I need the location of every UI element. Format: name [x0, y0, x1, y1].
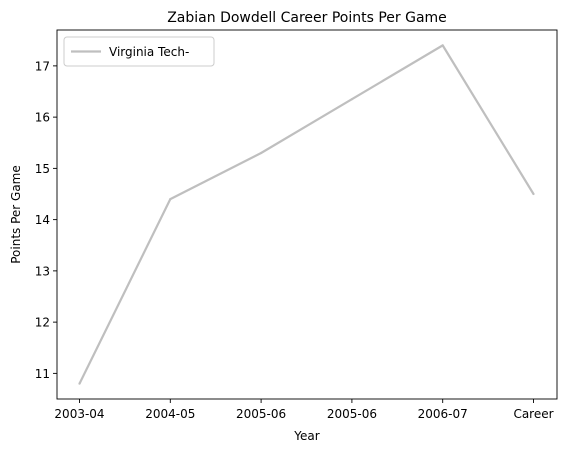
data-point: [441, 44, 444, 47]
legend-box: [63, 36, 215, 67]
legend: Virginia Tech-: [63, 36, 215, 67]
x-tick-label: 2005-06: [327, 407, 377, 421]
data-point: [169, 198, 172, 201]
y-tick-label: 15: [35, 162, 50, 176]
axes-frame: [56, 29, 558, 400]
x-axis-label: Year: [293, 429, 319, 443]
plot-area: 2003-04 2004-05 2005-06 2005-06 2006-07 Caree…: [35, 29, 558, 421]
y-tick-label: 12: [35, 316, 50, 330]
data-point: [78, 382, 81, 385]
y-axis-label: Points Per Game: [9, 165, 23, 264]
legend-label: Virginia Tech-: [109, 45, 189, 59]
y-tick-label: 14: [35, 213, 50, 227]
chart-title: Zabian Dowdell Career Points Per Game: [167, 10, 447, 26]
x-tick-label: Career: [513, 407, 553, 421]
x-tick-label: 2004-05: [145, 407, 195, 421]
data-point: [260, 151, 263, 155]
y-tick-label: 11: [35, 367, 50, 381]
x-tick-label: 2006-07: [418, 407, 468, 421]
y-tick-label: 17: [35, 59, 50, 73]
y-tick-label: 16: [35, 111, 50, 125]
y-tick-label: 13: [35, 264, 50, 278]
data-point: [350, 98, 353, 101]
series-line: [78, 44, 535, 385]
x-tick-label: 2005-06: [236, 407, 286, 421]
x-tick-label: 2003-04: [54, 407, 104, 421]
data-point: [532, 192, 535, 196]
